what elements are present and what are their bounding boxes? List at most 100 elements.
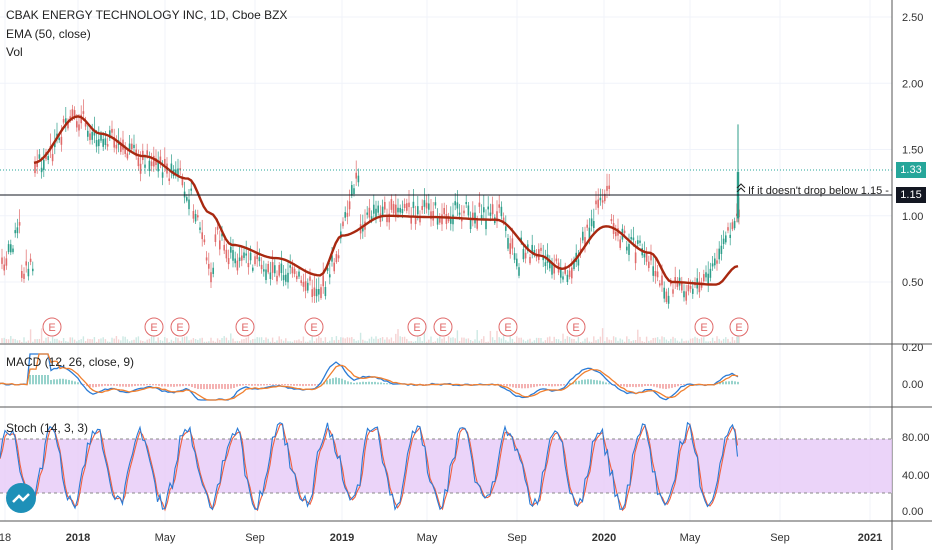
volume-bar [639,336,641,343]
annotation-icon [736,183,746,193]
volume-bar [122,336,124,343]
candle-body [216,226,219,230]
candle-body [100,134,102,141]
candle-body [606,185,608,191]
candle-body [542,256,544,261]
price-candles [1,99,740,309]
macd-histogram-bar [158,384,160,386]
candle-body [91,131,93,140]
candle-body [472,212,474,220]
volume-bar [252,339,254,343]
candle-body [676,281,679,287]
candle-body [274,265,276,274]
volume-bar [302,336,305,343]
earnings-circle [729,317,749,337]
macd-histogram-bar [155,384,157,386]
volume-bar [232,338,234,343]
macd-histogram-bar [257,384,259,386]
candle-body [318,289,320,295]
volume-bar [212,340,214,343]
candle-body [157,161,159,172]
volume-bar [82,336,85,343]
volume-bar [454,338,456,343]
volume-bar [582,341,584,343]
candle-body [639,240,641,243]
volume-bar [258,337,261,343]
volume-bar [126,339,129,343]
macd-histogram-bar [215,384,217,390]
candle-body [245,253,247,256]
volume-bar [71,337,74,343]
candle-body [144,164,146,168]
macd-histogram-bar [242,384,244,386]
volume-bar [289,341,291,343]
volume-bar [689,338,692,343]
candle-body [610,218,613,222]
candle-body [234,258,236,264]
macd-histogram-bar [341,378,343,385]
macd-histogram-bar [302,384,304,387]
volume-bar [729,341,731,343]
macd-histogram-bar [650,384,652,386]
candle-body [430,211,432,220]
volume-bar [711,337,714,343]
candle-body [124,147,126,154]
candle-body [421,205,423,210]
volume-bar [458,340,461,343]
candle-body [590,218,593,227]
earnings-letter: E [735,322,742,334]
volume-bar [571,338,573,343]
candle-body [190,188,192,191]
candle-body [252,267,254,271]
macd-histogram-bar [383,383,385,385]
volume-bar [597,339,599,343]
candle-body [14,230,16,234]
candle-body [335,254,338,263]
candle-body [241,255,243,261]
candle-body [507,238,509,249]
macd-axis-label: 0.00 [902,379,923,391]
macd-histogram-bar [620,384,622,387]
macd-histogram-bar [128,384,130,387]
volume-bar [21,341,23,343]
candle-body [54,140,56,148]
volume-bar [656,337,659,343]
volume-bar [168,341,170,343]
candle-body [150,161,153,167]
candle-body [436,215,439,225]
volume-bar [634,339,637,343]
candle-body [287,272,289,283]
candle-body [133,144,135,148]
volume-bar [194,338,197,343]
volume-bar [47,336,49,343]
candle-body [104,138,107,145]
volume-bar [509,336,511,343]
candle-body [236,260,239,271]
volume-bar [687,340,690,343]
volume-bar [7,339,10,343]
candle-body [34,162,36,174]
volume-bar [67,341,69,343]
volume-bar [469,340,472,343]
volume-bar [595,340,597,343]
macd-histogram-bar [77,382,79,385]
volume-bar [406,338,408,343]
macd-histogram-bar [728,381,730,385]
volume-bar [421,341,423,343]
macd-histogram-bar [140,384,142,386]
candle-body [65,118,67,126]
volume-bar [516,336,518,343]
candle-body [357,175,360,183]
volume-bar [80,339,82,343]
macd-histogram-bar [287,384,289,386]
volume-bar [10,336,12,343]
candle-body [71,109,74,119]
volume-bar [197,339,199,343]
candle-body [604,193,606,202]
macd-histogram-bar [305,384,307,386]
macd-histogram-bar [524,384,526,389]
volume-bar [161,340,164,343]
earnings-marker: E [566,317,586,337]
macd-histogram-bar [2,383,4,385]
candle-body [223,244,225,251]
